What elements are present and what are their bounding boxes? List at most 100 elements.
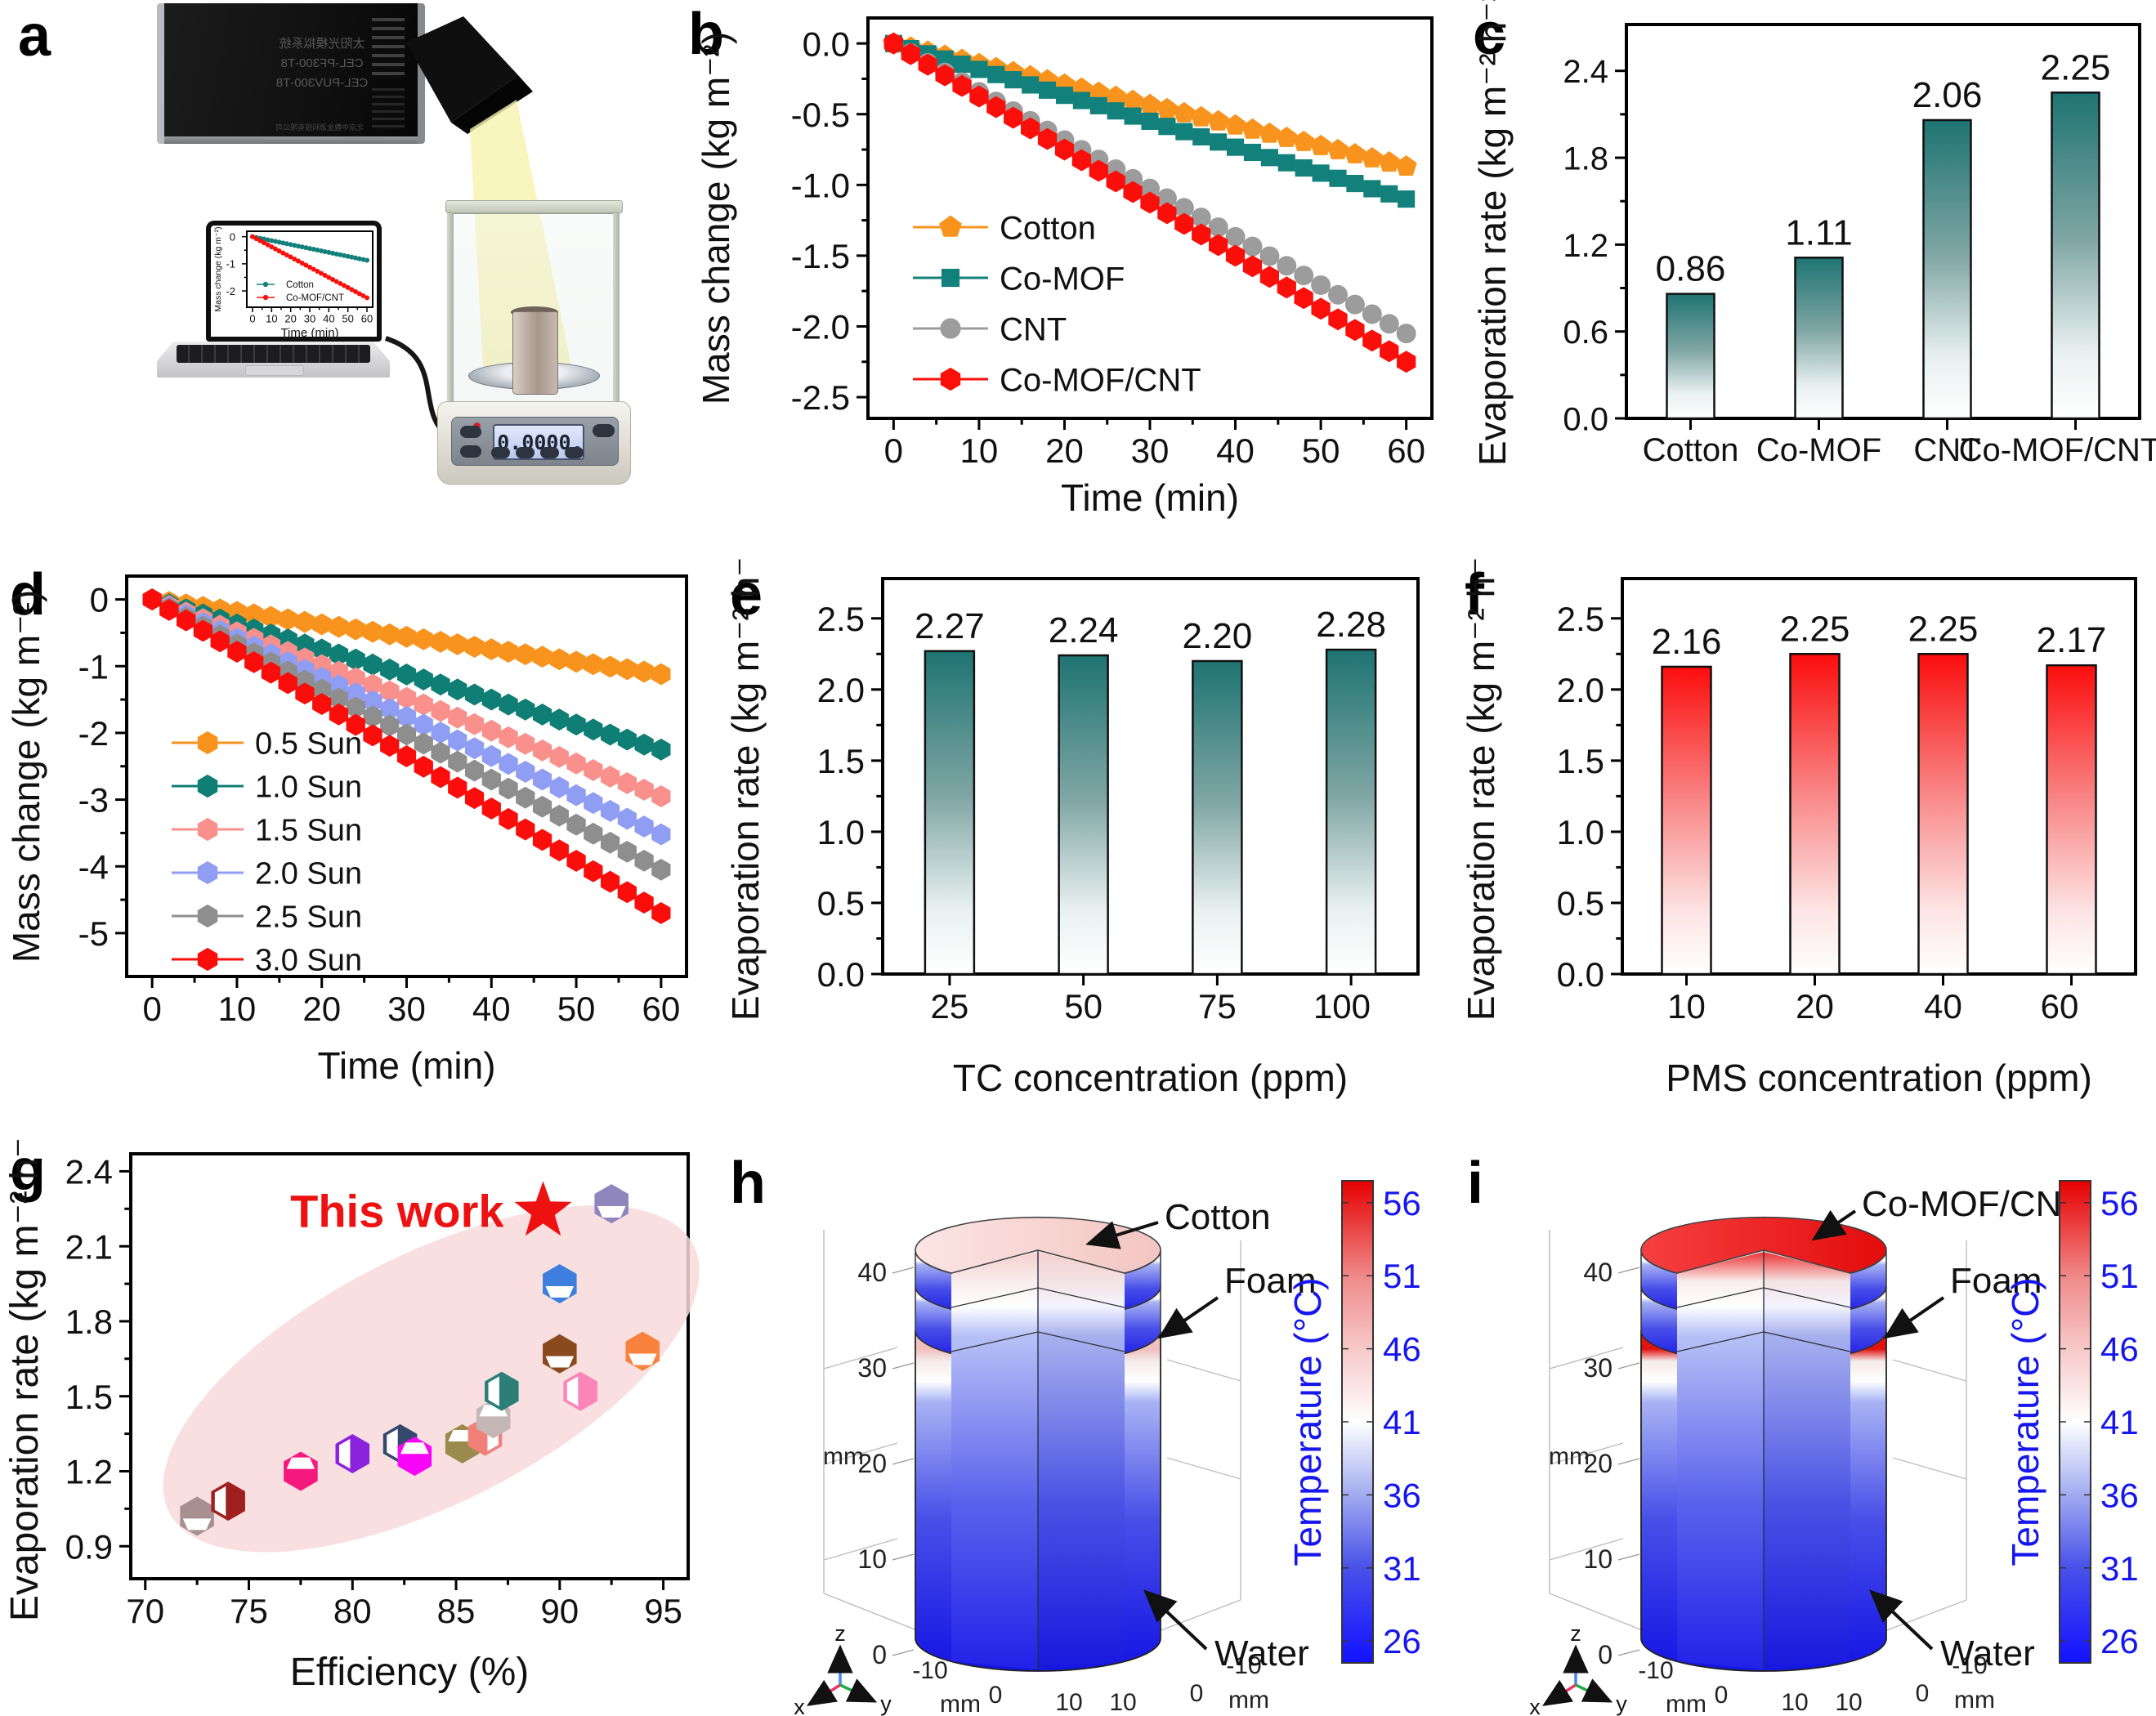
x-tick-label: 30 xyxy=(304,312,315,324)
solar-simulator: 太阳光模拟系统 CEL-PF300-T8 CEL-PUV300-T8 北京中教金源科… xyxy=(157,3,425,144)
x-tick-label: 90 xyxy=(540,1592,579,1630)
legend-label: 2.5 Sun xyxy=(255,900,362,935)
y-tick-label: -2 xyxy=(226,285,235,297)
z-tick-label: 30 xyxy=(857,1353,887,1383)
simulator-lens-snout xyxy=(406,16,518,123)
panel-c-chart: 0.86 1.11 2.06 2.25 Cotton Co-MOF CNT Co-MOF/CN… xyxy=(1471,0,2156,543)
xy-axis-label: 0 xyxy=(1190,1680,1204,1707)
x-category-label: 20 xyxy=(1796,987,1834,1026)
coordinate-triad xyxy=(807,1644,878,1706)
series-3.0 Sun xyxy=(142,588,671,924)
axis-ticks xyxy=(1611,617,2073,985)
y-tick-label: -5 xyxy=(78,914,109,953)
z-tick-label: 0 xyxy=(1598,1640,1613,1669)
z-tick-label: 40 xyxy=(1583,1258,1613,1287)
balance-control-panel: 0.0000g xyxy=(451,417,619,466)
y-axis-title: Mass change (kg m⁻²) xyxy=(213,226,223,311)
panel-g-chart: 70 75 80 85 90 95 0.9 1.2 1.5 1.8 2.1 2.4 Efficiency… xyxy=(0,1111,711,1716)
y-tick-label: -4 xyxy=(78,847,109,886)
balance-button xyxy=(460,445,481,458)
panel-f-chart-svg: 2.16 2.25 2.25 2.17 10 20 40 60 0.0 0.5 1.0 1.5 2.0 2… xyxy=(1460,532,2137,1099)
y-tick-label: 0.5 xyxy=(817,884,865,923)
simulator-vent-grille-2 xyxy=(372,88,405,129)
balance-top-frame xyxy=(445,200,623,213)
xy-axis-label: 0 xyxy=(1715,1682,1729,1709)
panel-d-chart-svg: 0 10 20 30 40 50 60 0 -1 -2 -3 -4 -5 Time (min) Mass c… xyxy=(5,574,688,1087)
bar-value-label: 2.27 xyxy=(915,606,985,646)
laptop-inset-chart: 0 10 20 30 40 50 60 0 -1 -2 Time (min) Mass change … xyxy=(211,226,377,340)
this-work-star-icon xyxy=(514,1181,572,1236)
axis-tick-labels: 10 20 40 60 0.0 0.5 1.0 1.5 2.0 2.5 xyxy=(1557,600,2079,1026)
legend-label: 0.5 Sun xyxy=(255,727,362,762)
panel-i-label: i xyxy=(1467,1151,1484,1216)
x-tick-label: 40 xyxy=(472,990,511,1028)
axis-ticks xyxy=(115,598,663,988)
laptop-keyboard xyxy=(177,345,370,363)
y-tick-label: 1.8 xyxy=(1563,141,1608,177)
z-tick-label: 10 xyxy=(857,1544,887,1574)
x-axis-title: Time (min) xyxy=(280,326,338,340)
xy-axis-label: mm xyxy=(940,1691,981,1716)
axis-ticks xyxy=(857,42,1408,430)
x-tick-label: 60 xyxy=(1387,431,1425,470)
axis-tick-labels: 0 10 20 30 40 50 60 0 -1 -2 -3 -4 -5 xyxy=(78,581,681,1028)
colorbar-tick-label: 36 xyxy=(2100,1476,2139,1514)
temperature-colorbar: 56 51 46 41 36 31 26 Temperature (°C) xyxy=(1286,1180,1421,1664)
axis-ticks xyxy=(871,617,1353,985)
bar-Co-MOF/CNT xyxy=(2051,92,2100,420)
x-category-label: CNT xyxy=(1913,432,1980,468)
bar-75 xyxy=(1192,659,1243,976)
legend-label: Cotton xyxy=(286,280,314,290)
z-tick-label: 20 xyxy=(1583,1449,1613,1478)
xy-axis-label: 10 xyxy=(1781,1689,1808,1716)
colorbar-tick-label: 51 xyxy=(2100,1257,2139,1295)
x-tick-label: 20 xyxy=(302,990,341,1028)
x-category-label: 25 xyxy=(931,987,969,1026)
y-tick-label: 1.0 xyxy=(817,813,865,851)
x-tick-label: 30 xyxy=(387,990,426,1028)
colorbar-title: Temperature (°C) xyxy=(1286,1277,1329,1566)
x-tick-label: 30 xyxy=(1131,431,1170,470)
colorbar-tick-label: 56 xyxy=(1383,1184,1421,1222)
x-tick-label: 85 xyxy=(437,1592,476,1630)
panel-b-chart: 0 10 20 30 40 50 60 0.0 -0.5 -1.0 -1.5 -2.0 -2.5 Time… xyxy=(678,0,1455,543)
colorbar-tick-label: 26 xyxy=(1383,1622,1421,1660)
x-category-label: 100 xyxy=(1313,987,1371,1026)
balance-button xyxy=(460,426,481,438)
annotations: Cotton Foam Water xyxy=(1085,1197,1316,1674)
x-category-label: 75 xyxy=(1198,987,1237,1026)
x-tick-label: 0 xyxy=(142,990,161,1028)
x-category-label: 50 xyxy=(1064,987,1103,1026)
y-tick-label: 0 xyxy=(230,230,235,243)
x-tick-label: 10 xyxy=(266,312,277,324)
y-tick-label: -3 xyxy=(78,781,109,820)
panel-h-3d-model: 0 10 20 30 40 mm -10 0 10 mm -10 0 10 mm Cotton Foam Wat… xyxy=(719,1136,1438,1716)
x-category-label: 60 xyxy=(2041,987,2079,1026)
balance-button xyxy=(491,447,510,458)
bars: 2.27 2.24 2.20 2.28 xyxy=(915,605,1386,976)
temperature-colorbar: 56 51 46 41 36 31 26 Temperature (°C) xyxy=(2004,1180,2139,1664)
annotation-Cotton: Cotton xyxy=(1165,1197,1271,1237)
colorbar-tick-label: 31 xyxy=(1383,1549,1421,1588)
legend-label: 2.0 Sun xyxy=(255,857,362,892)
bar-Cotton xyxy=(1666,293,1715,420)
simulator-nozzle xyxy=(451,75,533,134)
legend: Cotton Co-MOF/CNT xyxy=(257,280,344,303)
panel-h-label: h xyxy=(730,1151,766,1216)
panel-e-label: e xyxy=(730,562,763,628)
cut-face-left xyxy=(951,1252,1038,1669)
bar-value-label: 2.16 xyxy=(1652,622,1722,662)
legend-label: Co-MOF/CNT xyxy=(1000,362,1201,398)
y-tick-label: 0.0 xyxy=(1557,955,1604,994)
panel-e-chart: 2.27 2.24 2.20 2.28 25 50 75 100 0.0 0.5 1.0 1.5 2.0… xyxy=(719,532,1438,1115)
panel-i-3d-svg: 0 10 20 30 40 mm -10 0 10 mm -10 0 10 mm Co-MOF/CNT Foa… xyxy=(1529,1180,2139,1716)
data-points xyxy=(180,1184,660,1536)
y-tick-label: 2.1 xyxy=(65,1227,113,1266)
z-tick-label: 10 xyxy=(1583,1544,1613,1574)
plot-frame xyxy=(129,1152,690,1580)
legend-label: Co-MOF xyxy=(1000,261,1125,297)
xy-axis-label: 10 xyxy=(1055,1689,1082,1716)
bar-60 xyxy=(2046,664,2097,976)
legend: Cotton Co-MOF CNT Co-MOF/CNT xyxy=(913,210,1201,398)
annotation-Water: Water xyxy=(1214,1633,1309,1674)
